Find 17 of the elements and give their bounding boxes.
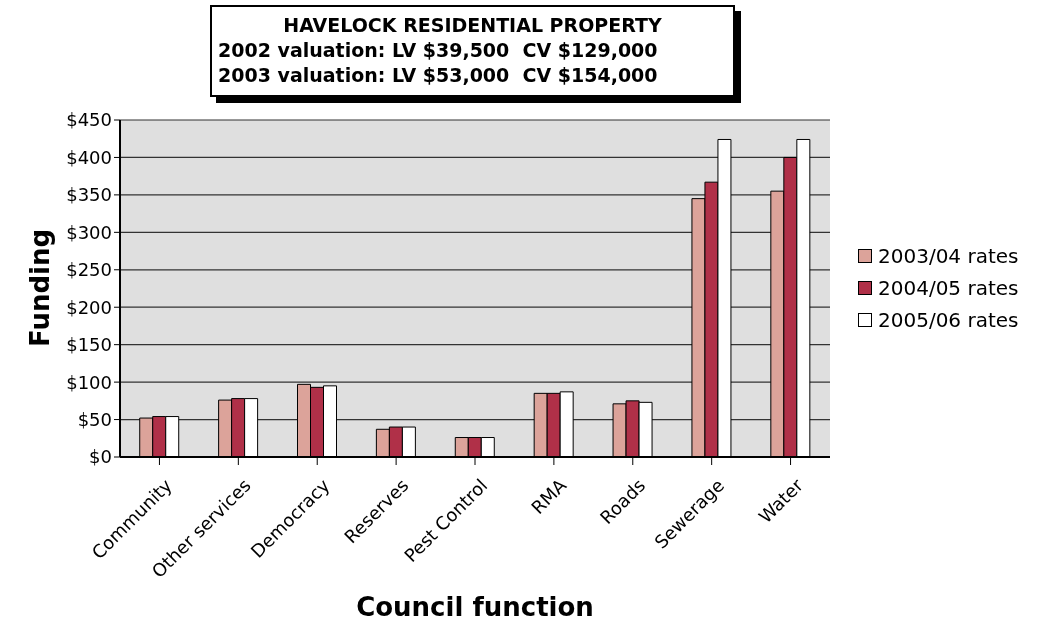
y-tick-label: $350: [66, 184, 112, 206]
y-tick-label: $0: [89, 446, 112, 468]
legend-label: 2004/05 rates: [878, 275, 1019, 302]
chart-subtitle: 2002 valuation: LV $39,500 CV $129,000 2003 valuation: LV $53,000 CV $154,000: [217, 38, 659, 88]
legend-label: 2005/06 rates: [878, 307, 1019, 334]
y-tick-label: $400: [66, 146, 112, 168]
y-tick-label: $450: [66, 109, 112, 131]
y-axis-title: Funding: [25, 228, 55, 348]
chart-title: HAVELOCK RESIDENTIAL PROPERTY: [282, 13, 663, 38]
y-tick-label: $50: [77, 408, 112, 430]
x-axis-title: Council function: [355, 592, 595, 622]
legend-label: 2003/04 rates: [878, 243, 1019, 270]
y-tick-label: $100: [66, 371, 112, 393]
y-tick-label: $250: [66, 259, 112, 281]
y-tick-label: $150: [66, 334, 112, 356]
y-tick-label: $300: [66, 221, 112, 243]
y-tick-label: $200: [66, 296, 112, 318]
